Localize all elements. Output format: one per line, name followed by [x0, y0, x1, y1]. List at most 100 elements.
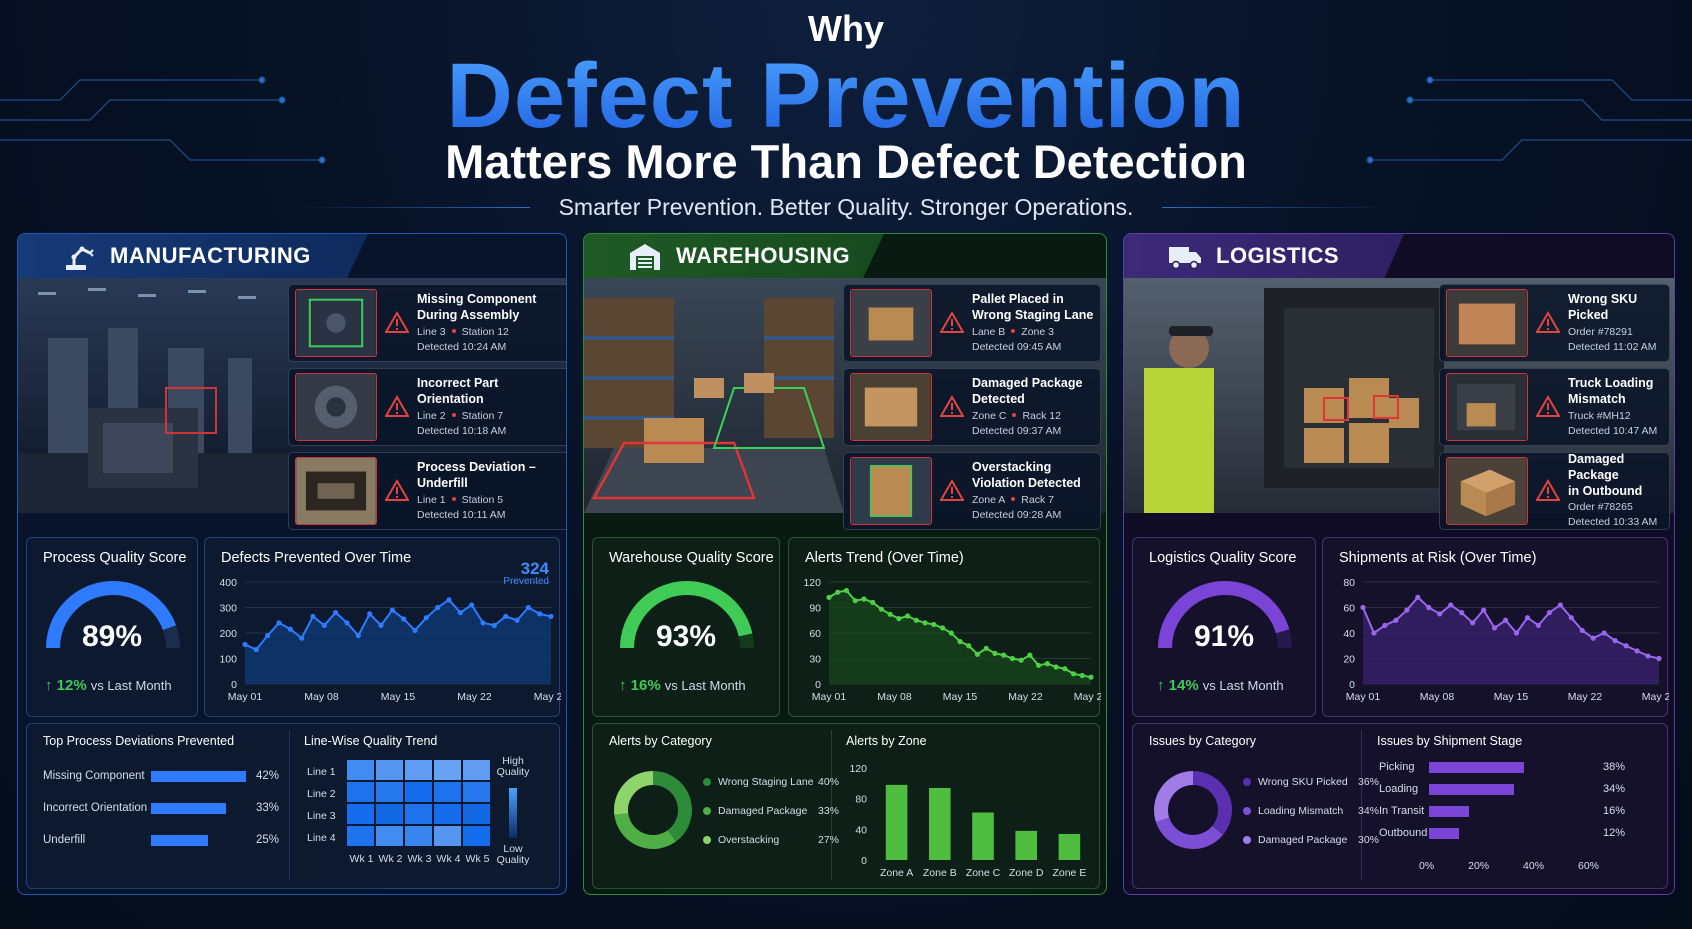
heatmap-cell — [376, 760, 403, 780]
card-title: Defects Prevented Over Time — [221, 550, 412, 566]
heatmap-cell — [347, 804, 374, 824]
data-point — [974, 651, 981, 657]
heatmap-cell — [463, 804, 490, 824]
alert-location: Order #78291 — [1568, 325, 1633, 338]
process-quality-score-card: Process Quality Score 89% ↑ 12% vs Last M… — [26, 537, 198, 717]
data-point — [1079, 672, 1085, 679]
logistics-alerts: Wrong SKU Picked Order #78291 Detected 1… — [1439, 284, 1670, 530]
alert-thumbnail — [850, 373, 932, 441]
y-tick-label: 100 — [219, 654, 237, 666]
alert-card[interactable]: Damaged Package Detected Zone C Rack 12 D… — [843, 368, 1101, 446]
data-point — [1382, 622, 1388, 628]
data-point — [469, 602, 475, 608]
manufacturing-header: MANUFACTURING — [18, 234, 368, 278]
heatmap-cell — [434, 782, 461, 802]
data-point — [957, 638, 963, 645]
heatmap-cell — [376, 826, 403, 846]
series-line — [244, 598, 552, 651]
data-point — [1557, 602, 1563, 608]
gauge-fill — [46, 581, 177, 649]
alert-time: Detected 10:47 AM — [1568, 424, 1658, 437]
quality-gauge — [1158, 581, 1292, 649]
card-title: Shipments at Risk (Over Time) — [1339, 550, 1537, 566]
data-point — [870, 599, 876, 605]
data-point — [1590, 635, 1596, 641]
heatmap-cell — [463, 782, 490, 802]
manufacturing-title: MANUFACTURING — [110, 243, 311, 268]
alert-title: Missing Component — [417, 292, 537, 307]
alert-location: Order #78265 — [1568, 501, 1633, 514]
warehouse-quality-score-card: Warehouse Quality Score 93% ↑ 16% vs Last… — [592, 537, 780, 717]
hero-title: Defect Prevention — [0, 44, 1692, 149]
alerts-line-chart: 0 30 60 90 120 May 01 May 08 May 15 May 22 May 29 — [803, 577, 1101, 703]
y-tick-label: 0 — [815, 679, 821, 691]
data-point — [1404, 607, 1410, 613]
warning-icon — [385, 311, 409, 333]
alert-time: Detected 10:24 AM — [417, 340, 507, 353]
data-point — [1448, 602, 1454, 608]
heatmap-legend-low: Low — [503, 843, 523, 855]
y-tick-label: 60 — [809, 628, 821, 640]
data-point — [1371, 630, 1377, 636]
data-point — [992, 650, 998, 656]
warning-icon — [385, 479, 409, 501]
y-tick-label: 400 — [219, 577, 237, 589]
heatmap-cell — [347, 826, 374, 846]
alert-card[interactable]: Missing Component During Assembly Line 3… — [288, 284, 566, 362]
zone-bar — [929, 787, 951, 860]
data-point — [1612, 638, 1618, 644]
y-tick-label: 40 — [1343, 628, 1355, 640]
legend-item: Wrong Staging Lane 40% — [703, 776, 839, 788]
x-tick-label: Zone D — [1009, 867, 1044, 879]
alert-title: Mismatch — [1568, 391, 1626, 406]
x-tick-label: Zone B — [923, 867, 957, 879]
alert-location: Line 3 Station 12 — [417, 325, 509, 338]
data-point — [1009, 655, 1015, 662]
data-point — [861, 596, 867, 602]
x-tick-label: May 08 — [877, 691, 912, 703]
hero-tagline: Smarter Prevention. Better Quality. Stro… — [558, 194, 1134, 220]
x-tick-label: May 15 — [1494, 691, 1529, 703]
y-tick-label: 40 — [855, 824, 867, 836]
donut-slice — [1154, 771, 1194, 823]
gauge-value: 93% — [655, 620, 717, 653]
heatmap-cell — [347, 760, 374, 780]
alert-card[interactable]: Pallet Placed in Wrong Staging Lane Lane… — [843, 284, 1101, 362]
data-point — [931, 621, 937, 628]
x-tick-label: May 01 — [1346, 691, 1381, 703]
data-point — [1070, 671, 1077, 677]
alert-location: Line 1 Station 5 — [417, 493, 504, 506]
y-tick-label: 0 — [231, 679, 237, 691]
data-point — [457, 610, 463, 616]
alert-title: Truck Loading — [1568, 376, 1654, 391]
heatmap-cell — [376, 804, 403, 824]
data-point — [355, 632, 361, 639]
data-point — [480, 620, 486, 626]
heatmap-cell — [434, 760, 461, 780]
alert-location: Lane B Zone 3 — [972, 325, 1054, 338]
alert-title: Overstacking — [972, 460, 1052, 475]
deviation-bar — [151, 834, 208, 846]
data-point — [344, 620, 350, 626]
alert-card[interactable]: Process Deviation – Underfill Line 1 Stat… — [288, 452, 566, 530]
data-point — [389, 607, 395, 613]
data-point — [1062, 666, 1068, 672]
data-point — [1027, 652, 1033, 658]
alert-card[interactable]: Incorrect Part Orientation Line 2 Station… — [288, 368, 566, 446]
series-line — [1362, 595, 1660, 660]
data-point — [1656, 655, 1662, 662]
data-point — [1437, 611, 1443, 617]
alert-card[interactable]: Overstacking Violation Detected Zone A Ra… — [843, 452, 1101, 530]
data-point — [310, 613, 316, 620]
warning-icon — [940, 395, 964, 417]
data-point — [242, 641, 248, 648]
stage-row: Loading 34% — [1379, 783, 1625, 795]
alert-card[interactable]: Truck Loading Mismatch Truck #MH12 Detec… — [1439, 368, 1670, 446]
alert-card[interactable]: Wrong SKU Picked Order #78291 Detected 1… — [1439, 284, 1670, 362]
score-delta: ↑ 12% vs Last Month — [45, 677, 172, 694]
zone-bar-chart: 0 40 80 120 Zone A Zone B Zone C Zone D Zone E — [849, 763, 1086, 879]
alert-title: Detected — [972, 391, 1025, 406]
alert-card[interactable]: Damaged Package in Outbound Order #78265… — [1439, 452, 1670, 530]
alert-title: Underfill — [417, 475, 468, 490]
x-tick-label: May 29 — [534, 691, 561, 703]
